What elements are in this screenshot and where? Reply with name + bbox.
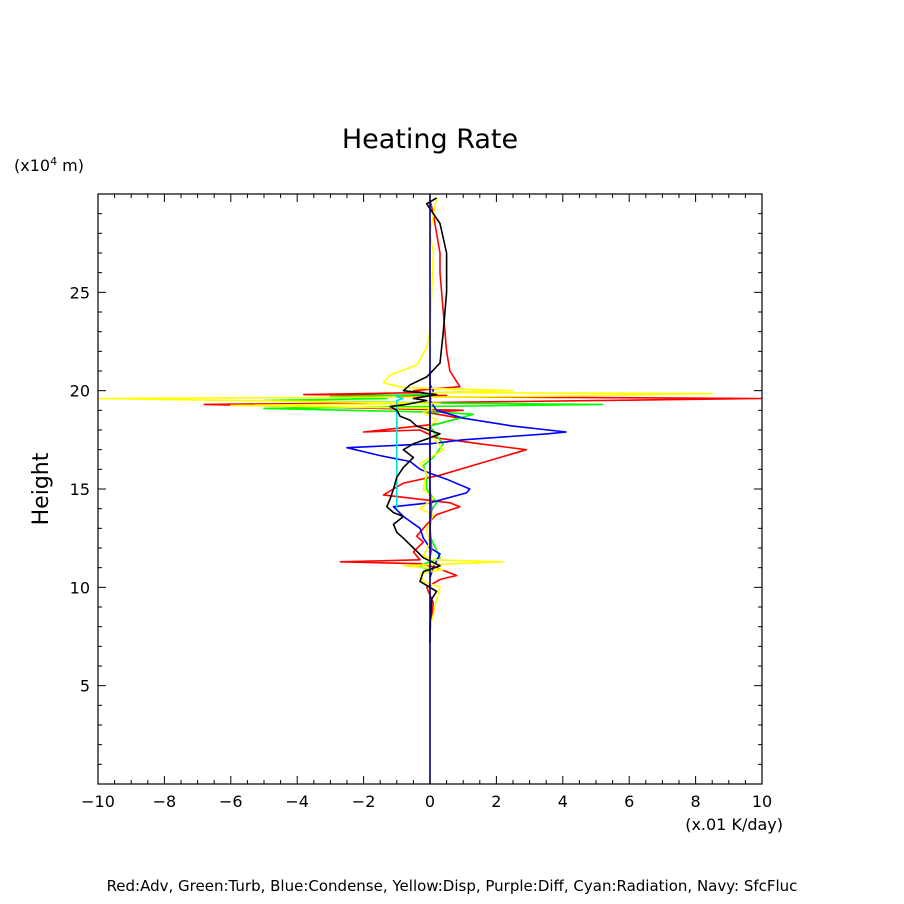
legend-caption: Red:Adv, Green:Turb, Blue:Condense, Yell… [107,877,798,895]
x-axis-label: (x.01 K/day) [685,815,783,834]
x-tick-label: −6 [219,792,243,811]
series-line-2 [346,384,567,578]
x-tick-label: 6 [624,792,634,811]
x-tick-label: 8 [691,792,701,811]
y-axis-unit-exponent: 4 [50,155,57,168]
x-tick-label: −2 [352,792,376,811]
x-tick-label: −10 [81,792,115,811]
y-tick-label: 10 [70,578,90,597]
plot-area: −10 −8 −6 −4 −2 0 2 4 6 8 10 5 10 15 20 25 [70,193,772,811]
y-tick-label: 20 [70,382,90,401]
x-tick-label: −8 [153,792,177,811]
x-tick-label: 2 [491,792,501,811]
y-tick-label: 25 [70,283,90,302]
y-axis-unit: (x104 m) [14,155,84,175]
y-axis-unit-suffix: m) [57,156,84,175]
x-tick-label: 4 [558,792,568,811]
x-tick-label: 10 [752,792,772,811]
y-axis-label: Height [29,452,54,525]
x-tick-label: 0 [425,792,435,811]
y-tick-label: 15 [70,480,90,499]
series-line-6 [385,197,448,643]
x-tick-label: −4 [285,792,309,811]
series-line-0 [203,199,762,631]
chart-title: Heating Rate [342,124,518,155]
y-tick-label: 5 [80,677,90,696]
y-axis-unit-prefix: (x10 [14,156,50,175]
